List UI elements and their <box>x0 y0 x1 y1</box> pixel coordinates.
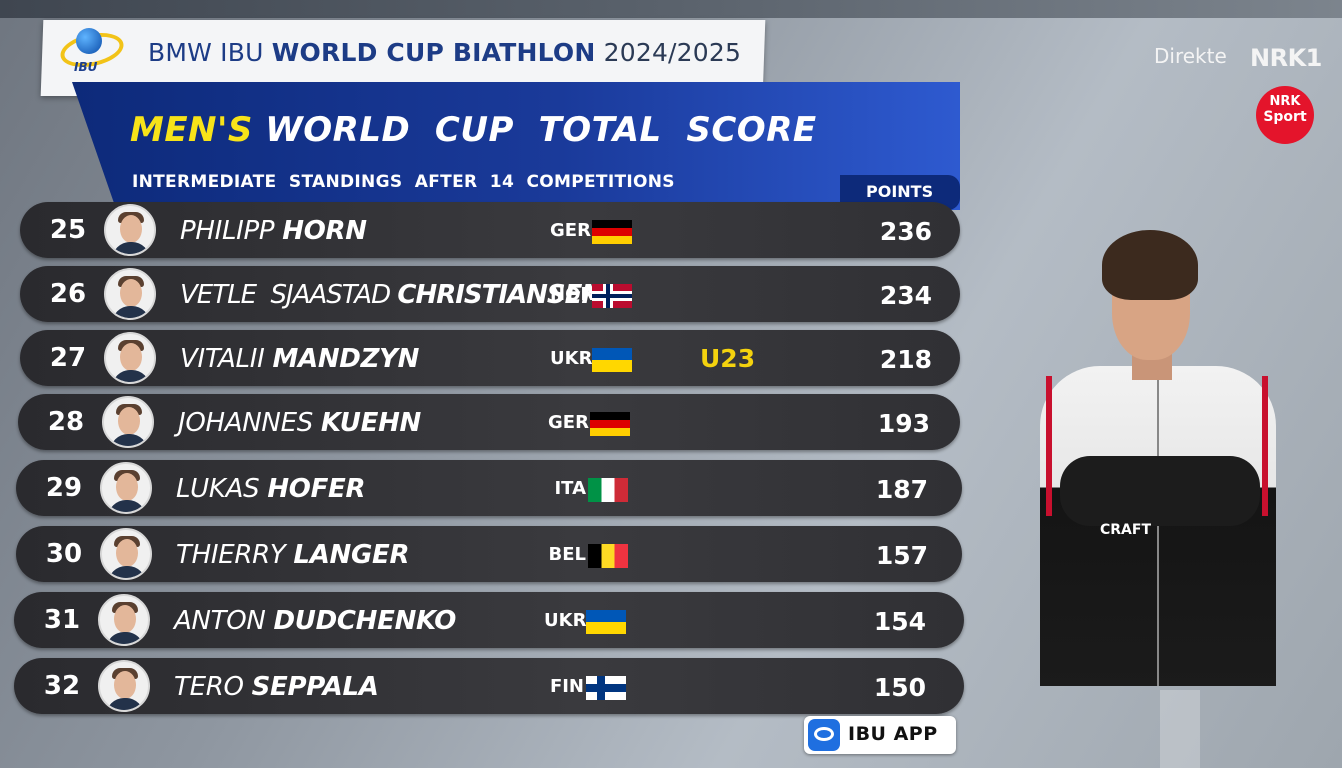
standings-row: 25 PHILIPP HORN GER 236 <box>20 202 960 258</box>
background-top-bar <box>0 0 1342 18</box>
badge-line-1: NRK <box>1269 94 1301 109</box>
logo-text: IBU <box>74 60 98 74</box>
first-name: THIERRY <box>176 540 286 570</box>
rank: 27 <box>49 343 87 373</box>
standings-row: 28 JOHANNES KUEHN GER 193 <box>18 394 960 450</box>
athlete-name: PHILIPP HORN <box>180 216 367 246</box>
first-name: VITALII <box>180 344 265 374</box>
finland-flag-icon <box>586 676 626 700</box>
ibu-app-badge: IBU APP <box>804 716 956 754</box>
last-name: MANDZYN <box>272 344 420 374</box>
points-value: 154 <box>873 607 926 636</box>
athlete-name: VITALII MANDZYN <box>180 344 419 374</box>
ibu-logo: IBU <box>56 26 127 76</box>
standings-header <box>72 82 960 210</box>
nation-code: FIN <box>549 676 584 697</box>
points-value: 236 <box>879 217 932 246</box>
heading-highlight: MEN'S <box>130 110 253 150</box>
athlete-avatar <box>98 660 150 712</box>
last-name: DUDCHENKO <box>273 606 457 636</box>
standings-row: 29 LUKAS HOFER ITA 187 <box>16 460 962 516</box>
athlete-name: ANTON DUDCHENKO <box>174 606 456 636</box>
rank: 25 <box>49 215 87 245</box>
athlete-name: LUKAS HOFER <box>176 474 366 504</box>
last-name: HOFER <box>267 474 366 504</box>
belgium-flag-icon <box>588 544 628 568</box>
rank: 32 <box>43 671 81 701</box>
points-value: 187 <box>875 475 928 504</box>
nation-code: ITA <box>554 478 586 499</box>
season: 2024/2025 <box>603 38 742 67</box>
athlete-name: TERO SEPPALA <box>174 672 379 702</box>
nrk-sport-badge: NRK Sport <box>1256 86 1314 144</box>
last-name: HORN <box>282 216 367 246</box>
athlete-name: JOHANNES KUEHN <box>178 408 421 438</box>
ukraine-flag-icon <box>586 610 626 634</box>
ibu-app-label: IBU APP <box>848 723 938 745</box>
standings-heading: MEN'S WORLD CUP TOTAL SCORE <box>130 110 817 150</box>
standings-row: 27 VITALII MANDZYN UKR U23 218 <box>20 330 960 386</box>
points-column-header: POINTS <box>866 182 934 201</box>
last-name: KUEHN <box>320 408 421 438</box>
heading-rest: WORLD CUP TOTAL SCORE <box>265 110 817 150</box>
ibu-app-icon <box>808 719 840 751</box>
first-name: ANTON <box>174 606 266 636</box>
nation-code: GER <box>550 220 591 241</box>
title-main: WORLD CUP BIATHLON <box>271 38 596 67</box>
athlete-name: THIERRY LANGER <box>176 540 410 570</box>
germany-flag-icon <box>592 220 632 244</box>
points-value: 157 <box>875 541 928 570</box>
rank: 28 <box>47 407 85 437</box>
points-value: 234 <box>879 281 932 310</box>
germany-flag-icon <box>590 412 630 436</box>
nation-code: NOR <box>550 284 595 305</box>
rank: 30 <box>45 539 83 569</box>
athlete-avatar <box>104 332 156 384</box>
standings-subheading: INTERMEDIATE STANDINGS AFTER 14 COMPETIT… <box>132 172 675 192</box>
points-value: 150 <box>873 673 926 702</box>
globe-icon <box>76 28 102 54</box>
first-name: JOHANNES <box>178 408 313 438</box>
first-name: LUKAS <box>176 474 260 504</box>
badge-line-2: Sport <box>1263 109 1307 125</box>
nation-code: BEL <box>548 544 587 565</box>
rank: 26 <box>49 279 87 309</box>
athlete-avatar <box>104 204 156 256</box>
rank: 31 <box>43 605 81 635</box>
nation-code: GER <box>548 412 589 433</box>
last-name: LANGER <box>293 540 410 570</box>
italy-flag-icon <box>588 478 628 502</box>
event-title: BMW IBU WORLD CUP BIATHLON 2024/2025 <box>148 38 741 67</box>
nation-code: UKR <box>550 348 593 369</box>
athlete-name: VETLE SJAASTAD CHRISTIANSEN <box>180 280 603 310</box>
background-element <box>1160 690 1200 768</box>
ukraine-flag-icon <box>592 348 632 372</box>
nation-code: UKR <box>544 610 587 631</box>
athlete-avatar <box>100 462 152 514</box>
standings-row: 30 THIERRY LANGER BEL 157 <box>16 526 962 582</box>
last-name: SEPPALA <box>251 672 379 702</box>
points-value: 218 <box>879 345 932 374</box>
standings-row: 26 VETLE SJAASTAD CHRISTIANSEN NOR 234 <box>20 266 960 322</box>
athlete-avatar <box>104 268 156 320</box>
points-value: 193 <box>877 409 930 438</box>
title-prefix: BMW IBU <box>148 38 264 67</box>
rank: 29 <box>45 473 83 503</box>
u23-badge: U23 <box>700 344 756 373</box>
athlete-avatar <box>102 396 154 448</box>
first-name: VETLE SJAASTAD <box>180 280 391 310</box>
norway-flag-icon <box>592 284 632 308</box>
first-name: PHILIPP <box>180 216 275 246</box>
standings-row: 31 ANTON DUDCHENKO UKR 154 <box>14 592 964 648</box>
live-indicator: Direkte <box>1154 44 1227 68</box>
athlete-avatar <box>98 594 150 646</box>
athlete-avatar <box>100 528 152 580</box>
standings-row: 32 TERO SEPPALA FIN 150 <box>14 658 964 714</box>
first-name: TERO <box>174 672 244 702</box>
last-name: CHRISTIANSEN <box>397 280 603 310</box>
athlete-photo: CRAFT <box>1040 226 1276 686</box>
jacket-brand: CRAFT <box>1100 522 1152 538</box>
channel-logo: NRK1 <box>1250 44 1322 72</box>
